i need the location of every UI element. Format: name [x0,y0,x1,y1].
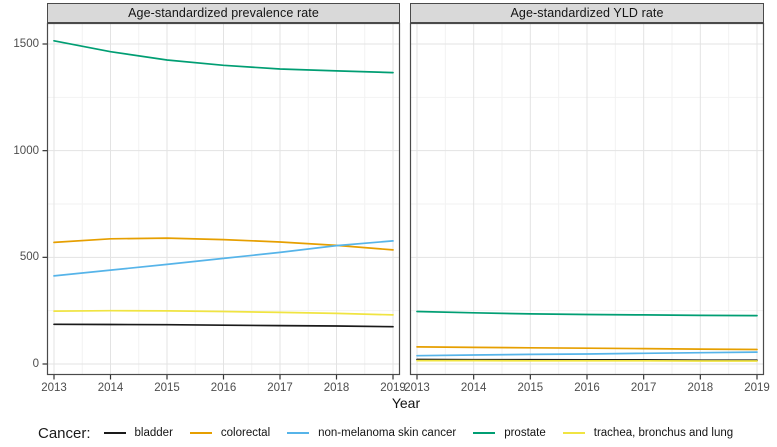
y-tick-label: 500 [19,251,39,264]
x-tick-label: 2017 [267,382,293,394]
facet-strip-yld: Age-standardized YLD rate [410,3,764,23]
legend-item-colorectal: colorectal [189,427,271,439]
x-tick-label: 2019 [380,382,406,394]
x-tick-label: 2016 [574,382,600,394]
legend-item-label: prostate [504,427,546,439]
y-tick-label: 1000 [13,144,39,157]
legend-item-label: colorectal [220,427,271,439]
x-tick-label: 2014 [97,382,124,394]
x-tick-label: 2013 [404,382,430,394]
x-tick-label: 2015 [154,382,180,394]
x-tick-label: 2018 [687,382,714,394]
legend-key-line [189,432,212,434]
facet-strip-prevalence: Age-standardized prevalence rate [47,3,400,23]
line-non-melanoma-skin-cancer [53,240,394,277]
legend-key-line [103,432,126,434]
legend-item-bladder: bladder [103,427,173,439]
line-prostate [416,310,758,317]
line-colorectal [416,346,758,351]
legend-item-label: trachea, bronchus and lung [593,427,734,439]
x-tick-label: 2017 [630,382,657,394]
line-prostate [53,39,394,74]
legend-item-non-melanoma-skin-cancer: non-melanoma skin cancer [287,427,456,439]
line-trachea-bronchus-and-lung [53,309,394,316]
y-tick-label: 0 [32,358,39,370]
x-tick-label: 2015 [517,382,544,394]
y-tick-label: 1500 [13,38,39,50]
legend-key-line [287,432,310,434]
x-tick-label: 2016 [210,382,237,394]
facet-strip-prevalence-label: Age-standardized prevalence rate [128,6,319,20]
legend-item-prostate: prostate [473,427,546,439]
legend-item-label: non-melanoma skin cancer [318,427,457,439]
legend-key-line [473,432,496,434]
line-non-melanoma-skin-cancer [416,351,758,357]
legend-title: Cancer: [38,424,91,442]
line-bladder [53,323,394,328]
legend-item-trachea-bronchus-and-lung: trachea, bronchus and lung [562,427,734,439]
x-tick-label: 2019 [744,382,770,394]
legend-item-label: bladder [134,427,173,439]
x-tick-label: 2018 [323,382,350,394]
x-tick-label: 2013 [41,382,67,394]
chart-legend: Cancer: bladder colorectal non-melanoma sk… [38,421,750,445]
legend-key-line [562,432,585,434]
x-tick-label: 2014 [460,382,487,394]
facet-strip-yld-label: Age-standardized YLD rate [510,6,664,20]
x-axis-title: Year [391,395,421,411]
